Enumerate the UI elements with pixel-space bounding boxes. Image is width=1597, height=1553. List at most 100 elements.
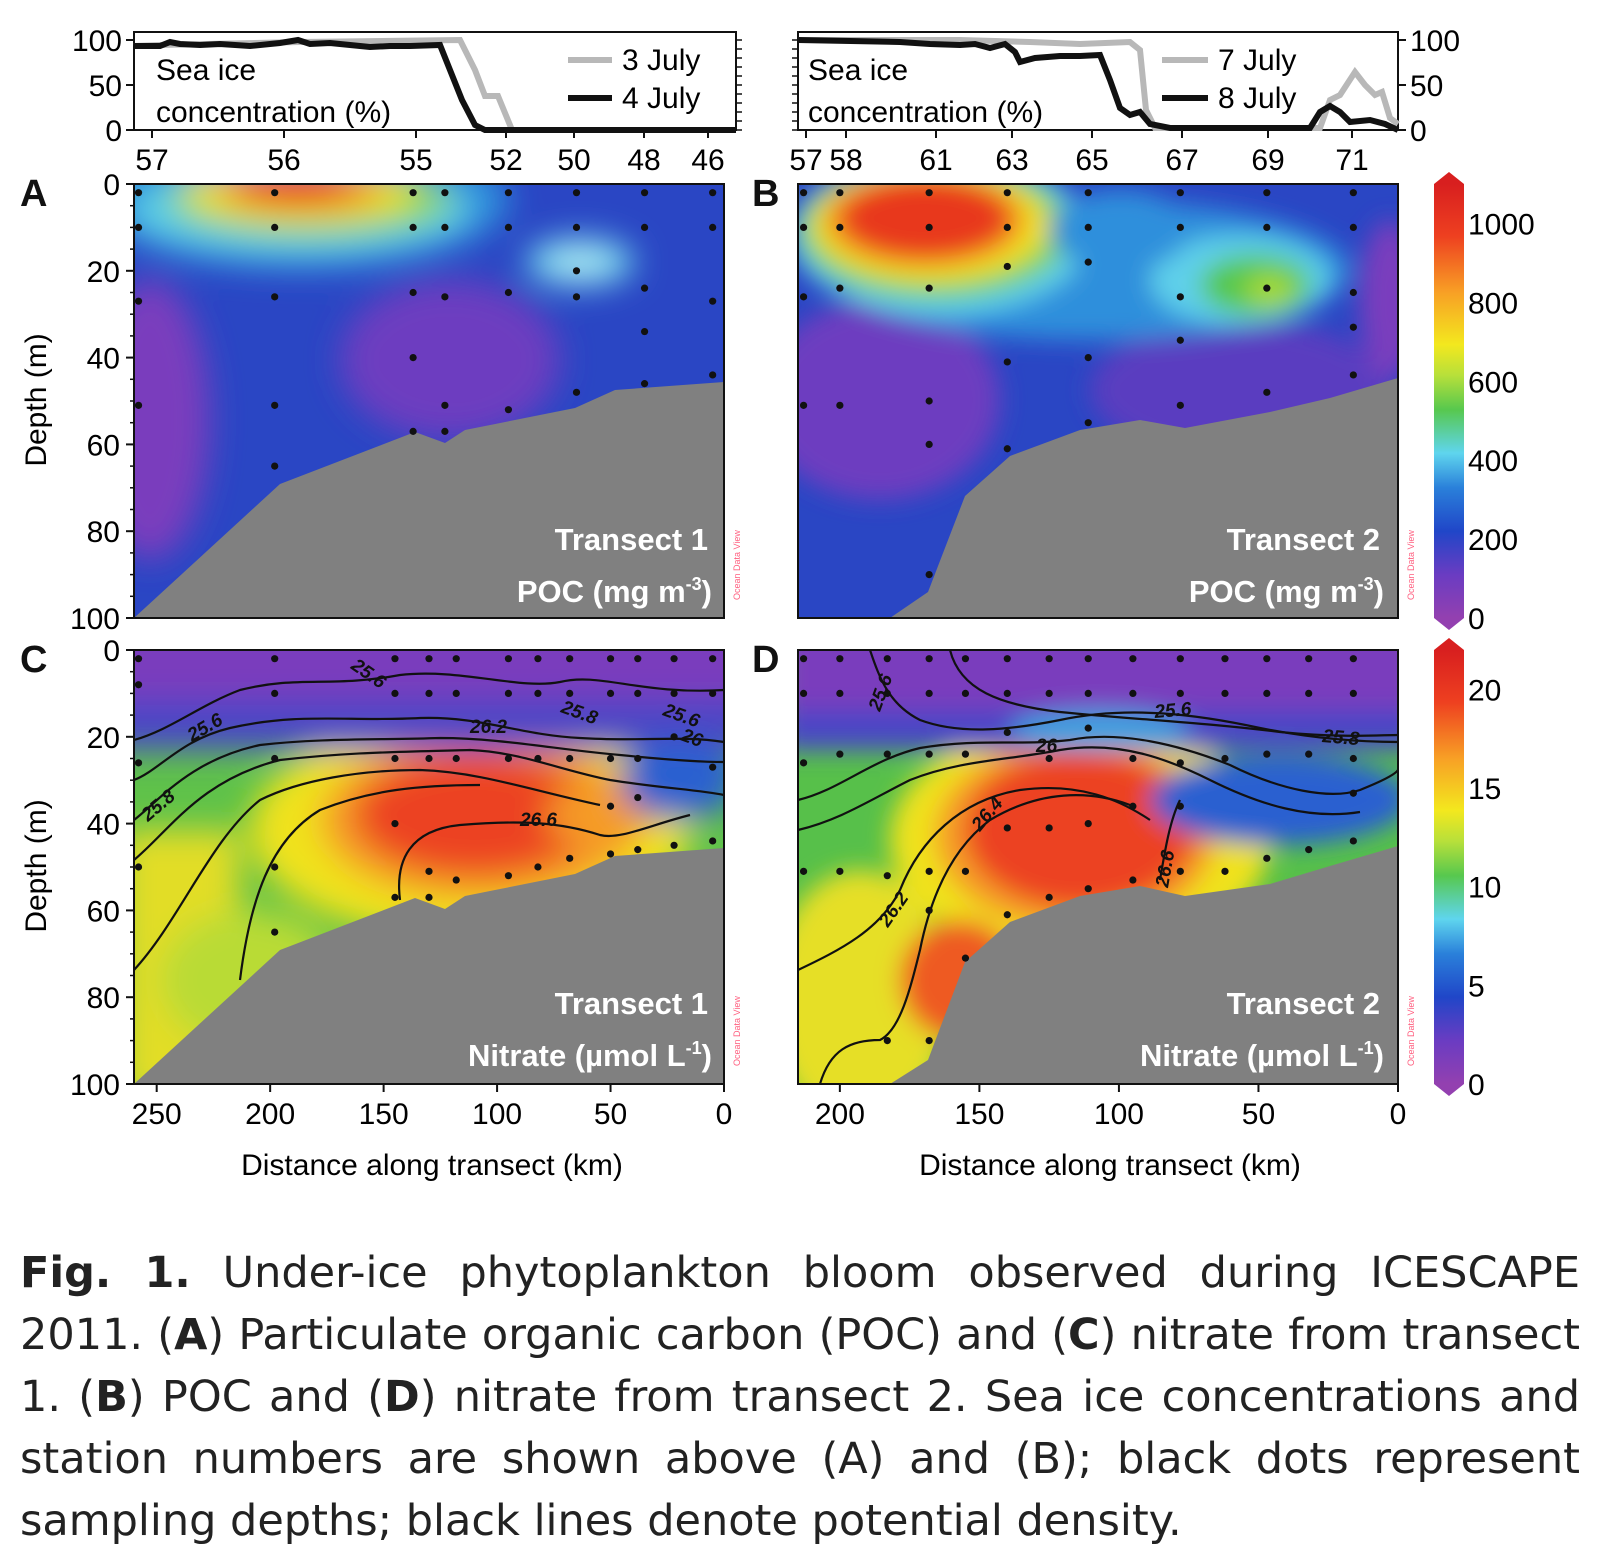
sampling-dot bbox=[1349, 789, 1357, 797]
sampling-dot bbox=[441, 401, 449, 409]
sampling-dot bbox=[883, 872, 891, 880]
ice-plot-1: 100 50 0 57 56 55 52 50 48 46 Sea ice concentrat… bbox=[72, 25, 742, 177]
sampling-dot bbox=[1003, 655, 1011, 663]
sampling-dot bbox=[1129, 802, 1137, 810]
sampling-dot bbox=[441, 189, 449, 197]
sampling-dot bbox=[1349, 689, 1357, 698]
sampling-dot bbox=[566, 754, 574, 763]
station-label: 46 bbox=[691, 144, 724, 177]
sampling-dot bbox=[271, 928, 279, 936]
sampling-dot bbox=[1003, 262, 1011, 271]
sampling-dot bbox=[504, 689, 513, 698]
sampling-dot bbox=[634, 793, 642, 802]
panel-d-density-contours bbox=[797, 649, 1399, 1085]
sampling-dot bbox=[799, 867, 808, 875]
ice-plot-2-legend-8-july: 8 July bbox=[1218, 82, 1296, 115]
sampling-dot bbox=[1349, 754, 1357, 763]
sampling-dot bbox=[504, 754, 513, 763]
sampling-dot bbox=[134, 863, 143, 871]
sampling-dot bbox=[709, 763, 717, 771]
depth-axis-label-top: Depth (m) bbox=[20, 333, 53, 466]
caption-ref-c: C bbox=[1068, 1310, 1100, 1360]
sampling-dot bbox=[836, 689, 844, 698]
station-label: 57 bbox=[789, 144, 822, 177]
sampling-dot bbox=[925, 440, 933, 448]
distance-tick-label: 150 bbox=[954, 1098, 1004, 1131]
sampling-dot bbox=[409, 427, 417, 435]
sampling-dot bbox=[606, 754, 615, 763]
caption-fig-label: Fig. 1. bbox=[20, 1248, 191, 1298]
sampling-dot bbox=[572, 293, 581, 301]
depth-axis-top: 0 20 40 60 80 100 bbox=[70, 169, 134, 636]
sampling-dot bbox=[709, 837, 717, 845]
depth-tick-label: 40 bbox=[87, 809, 120, 842]
figure-caption: Fig. 1. Under-ice phytoplankton bloom ob… bbox=[20, 1242, 1580, 1552]
ice-ytick-label: 0 bbox=[105, 115, 122, 148]
ice-plot-2: 100 50 0 57 58 61 63 65 67 69 71 Sea ice concentr… bbox=[789, 25, 1460, 177]
sampling-dot bbox=[1003, 824, 1011, 832]
ice-plot-1-yticks: 100 50 0 bbox=[72, 25, 742, 148]
sampling-dot bbox=[1305, 689, 1313, 698]
contour-label-c-6: 26.2 bbox=[469, 717, 507, 738]
sampling-dot bbox=[409, 354, 417, 362]
sampling-dot bbox=[1129, 655, 1137, 663]
sampling-dot bbox=[709, 223, 717, 231]
sampling-dot bbox=[640, 380, 649, 388]
sampling-dot bbox=[1045, 893, 1053, 901]
sampling-dot bbox=[1003, 728, 1011, 737]
panel-letter-a: A bbox=[20, 173, 47, 215]
depth-axis-label-bottom: Depth (m) bbox=[20, 799, 53, 932]
sampling-dot bbox=[1084, 419, 1092, 427]
sampling-dot bbox=[925, 397, 933, 405]
station-label: 50 bbox=[557, 144, 590, 177]
sampling-dot bbox=[1084, 354, 1092, 362]
panel-a-transect-label: Transect 1 bbox=[555, 522, 708, 557]
sampling-dot bbox=[572, 388, 581, 396]
sampling-dot bbox=[271, 689, 279, 698]
sampling-dot bbox=[1349, 323, 1357, 331]
watermark-d: Ocean Data View bbox=[1406, 996, 1416, 1066]
sampling-dot bbox=[409, 288, 417, 297]
panel-d-sampling-dots bbox=[799, 655, 1357, 1045]
sampling-dot bbox=[799, 655, 808, 663]
panel-d-seafloor bbox=[890, 846, 1398, 1084]
panel-a-sampling-dots bbox=[134, 189, 717, 470]
sampling-dot bbox=[1263, 689, 1271, 698]
panel-c-sampling-dots bbox=[134, 655, 717, 936]
ice-ytick-label: 100 bbox=[72, 25, 122, 58]
ice-plot-2-ylabel-2: concentration (%) bbox=[808, 96, 1043, 129]
sampling-dot bbox=[409, 223, 417, 231]
panel-letter-c: C bbox=[20, 639, 47, 681]
distance-tick-label: 200 bbox=[245, 1098, 295, 1131]
sampling-dot bbox=[634, 689, 642, 698]
sampling-dot bbox=[640, 284, 649, 292]
watermark-c: Ocean Data View bbox=[732, 996, 742, 1066]
sampling-dot bbox=[1084, 258, 1092, 266]
caption-ref-d: D bbox=[383, 1372, 420, 1422]
sampling-dot bbox=[1349, 189, 1357, 197]
sampling-dot bbox=[534, 754, 542, 763]
figure: 25.6 25.6 25.8 25.6 26 26.2 25.8 26.6 25… bbox=[20, 25, 1535, 1182]
sampling-dot bbox=[606, 655, 615, 663]
sampling-dot bbox=[271, 293, 279, 301]
sampling-dot bbox=[670, 733, 678, 741]
ice-plot-2-ylabel: Sea ice bbox=[808, 54, 908, 87]
sampling-dot bbox=[271, 462, 279, 470]
panel-a-variable-label: POC (mg m-3) bbox=[517, 574, 712, 609]
sampling-dot bbox=[572, 189, 581, 197]
sampling-dot bbox=[1263, 750, 1271, 758]
sampling-dot bbox=[1176, 189, 1184, 197]
station-label: 61 bbox=[919, 144, 952, 177]
sampling-dot bbox=[634, 655, 642, 663]
ice-plot-2-yticks: 100 50 0 bbox=[792, 25, 1460, 148]
sampling-dot bbox=[504, 655, 513, 663]
sampling-dot bbox=[1221, 689, 1229, 698]
poc-colorbar-tick-label: 1000 bbox=[1468, 208, 1535, 241]
panel-a-seafloor bbox=[134, 382, 724, 618]
distance-axis-label-transect-2: Distance along transect (km) bbox=[919, 1149, 1301, 1182]
distance-tick-label: 100 bbox=[1094, 1098, 1144, 1131]
station-label: 63 bbox=[995, 144, 1028, 177]
sampling-dot bbox=[391, 655, 399, 663]
sampling-dot bbox=[883, 655, 891, 663]
sampling-dot bbox=[441, 427, 449, 435]
